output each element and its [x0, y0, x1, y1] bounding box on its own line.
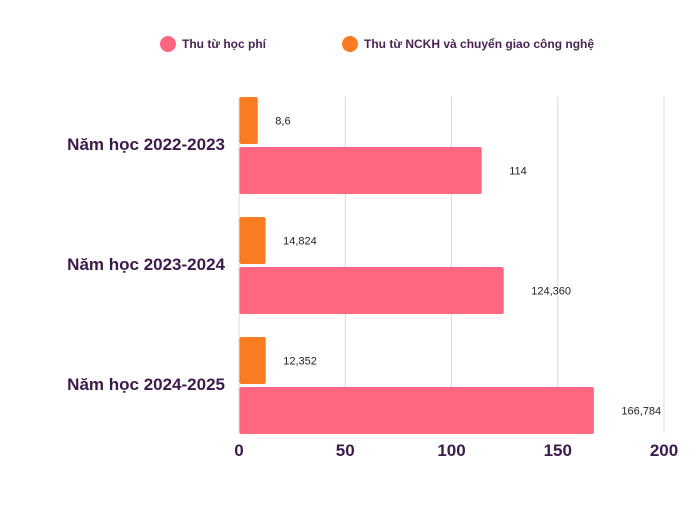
data-label-nam-hoc-2023-2024-series-1: 14,824	[283, 236, 317, 248]
bars	[239, 97, 594, 434]
legend-marker-series-1	[342, 36, 358, 52]
data-label-nam-hoc-2024-2025-series-2: 166,784	[621, 406, 661, 418]
x-axis-ticks: 0 50 100 150 200	[234, 441, 678, 460]
category-labels: Năm học 2022-2023 Năm học 2023-2024 Năm họ…	[67, 135, 225, 394]
data-labels: 8,6 114 14,824 124,360 12,352 166,784	[275, 116, 661, 418]
x-tick-200: 200	[650, 441, 678, 460]
bar-nam-hoc-2024-2025-series-1	[239, 337, 266, 384]
data-label-nam-hoc-2022-2023-series-2: 114	[509, 166, 527, 178]
bar-nam-hoc-2022-2023-series-2	[239, 147, 482, 194]
x-tick-0: 0	[234, 441, 243, 460]
x-tick-150: 150	[544, 441, 572, 460]
data-label-nam-hoc-2024-2025-series-1: 12,352	[283, 356, 317, 368]
category-label-nam-hoc-2023-2024: Năm học 2023-2024	[67, 255, 225, 274]
data-label-nam-hoc-2023-2024-series-2: 124,360	[531, 286, 571, 298]
data-label-nam-hoc-2022-2023-series-1: 8,6	[275, 116, 290, 128]
bar-nam-hoc-2023-2024-series-1	[239, 217, 266, 264]
x-tick-50: 50	[336, 441, 355, 460]
legend: Thu từ học phí Thu từ NCKH và chuyển giao…	[160, 36, 594, 52]
bar-nam-hoc-2023-2024-series-2	[239, 267, 504, 314]
category-label-nam-hoc-2024-2025: Năm học 2024-2025	[67, 375, 225, 394]
bar-nam-hoc-2022-2023-series-1	[239, 97, 258, 144]
legend-marker-series-2	[160, 36, 176, 52]
bar-nam-hoc-2024-2025-series-2	[239, 387, 594, 434]
legend-label-series-2: Thu từ học phí	[182, 37, 267, 51]
category-label-nam-hoc-2022-2023: Năm học 2022-2023	[67, 135, 225, 154]
legend-label-series-1: Thu từ NCKH và chuyển giao công nghệ	[364, 37, 594, 51]
x-tick-100: 100	[437, 441, 465, 460]
